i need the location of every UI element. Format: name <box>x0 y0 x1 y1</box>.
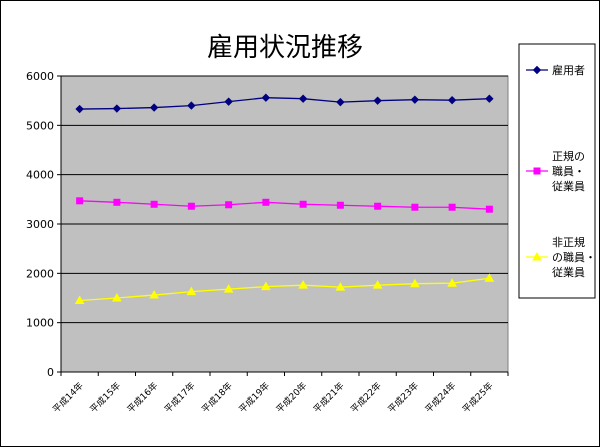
x-tick-label: 平成17年 <box>162 380 198 416</box>
data-point-3 <box>298 280 308 289</box>
data-point-3 <box>335 282 346 291</box>
series-line-3 <box>79 277 490 302</box>
data-point-2 <box>411 203 419 211</box>
data-point-3 <box>149 290 159 299</box>
y-tick-label: 2000 <box>26 267 54 280</box>
data-point-1 <box>373 96 382 105</box>
x-tick-label: 平成16年 <box>125 380 161 416</box>
gridlines <box>61 75 508 324</box>
y-tick-label: 3000 <box>26 218 54 231</box>
data-point-2 <box>113 198 121 206</box>
legend-swatch-marker <box>532 65 542 75</box>
x-tick-label: 平成24年 <box>423 380 459 416</box>
legend-label: 非正規 <box>552 235 585 249</box>
x-axis: 平成14年 平成15年 平成16年 平成17年 平成18年 平成19年 平成20年 平成21年… <box>50 371 509 416</box>
data-point-3 <box>186 286 197 296</box>
data-point-1 <box>261 93 271 102</box>
y-tick-label: 6000 <box>26 70 54 83</box>
x-tick-label: 平成25年 <box>460 380 496 416</box>
data-point-1 <box>410 95 420 104</box>
data-point-1 <box>149 103 159 112</box>
data-point-1 <box>112 104 122 113</box>
y-tick-label: 5000 <box>26 119 54 132</box>
data-point-2 <box>187 202 195 210</box>
x-tick-label: 平成20年 <box>274 380 310 416</box>
data-point-3 <box>74 295 85 304</box>
data-point-1 <box>298 94 308 103</box>
data-point-1 <box>485 94 494 103</box>
x-tick-label: 平成21年 <box>311 380 347 416</box>
legend-label: 従業員 <box>552 180 585 193</box>
x-tick-label: 平成22年 <box>348 380 384 416</box>
data-point-2 <box>262 198 270 206</box>
data-point-2 <box>336 201 344 209</box>
y-tick-label: 1000 <box>26 317 54 330</box>
data-point-1 <box>187 101 196 110</box>
data-point-3 <box>112 292 122 302</box>
series-line-2 <box>79 200 490 210</box>
data-point-1 <box>447 95 457 105</box>
data-point-3 <box>447 278 457 287</box>
data-point-1 <box>75 104 84 114</box>
x-tick-label: 平成14年 <box>50 380 86 416</box>
legend-label: 職員・ <box>552 165 585 178</box>
series-line-1 <box>79 97 490 110</box>
data-point-3 <box>372 280 383 289</box>
y-axis: 0 1000 2000 3000 4000 5000 6000 <box>26 70 62 379</box>
data-point-2 <box>76 197 84 205</box>
legend-swatch-marker <box>532 251 542 261</box>
data-point-1 <box>336 97 345 107</box>
data-point-3 <box>410 278 420 288</box>
data-point-2 <box>374 202 382 210</box>
series-layer <box>74 93 495 304</box>
data-point-2 <box>150 200 158 208</box>
data-point-2 <box>225 201 233 209</box>
data-point-3 <box>484 273 495 282</box>
y-tick-label: 0 <box>47 366 54 379</box>
data-point-2 <box>448 203 456 211</box>
chart-title: 雇用状況推移 <box>207 33 363 63</box>
x-tick-label: 平成18年 <box>199 380 235 416</box>
data-point-3 <box>261 281 271 291</box>
legend-swatch-marker <box>533 167 541 175</box>
data-point-2 <box>299 200 307 208</box>
legend-label: 雇用者 <box>552 63 585 77</box>
legend-label: の職員・ <box>552 251 596 264</box>
x-tick-label: 平成15年 <box>87 380 123 416</box>
x-tick-label: 平成23年 <box>385 380 421 416</box>
x-tick-label: 平成19年 <box>236 380 272 416</box>
legend-label: 従業員 <box>552 266 585 279</box>
legend-label: 正規の <box>552 149 585 163</box>
y-tick-label: 4000 <box>26 169 54 182</box>
data-point-1 <box>224 97 233 106</box>
data-point-3 <box>223 284 234 293</box>
data-point-2 <box>485 205 493 213</box>
